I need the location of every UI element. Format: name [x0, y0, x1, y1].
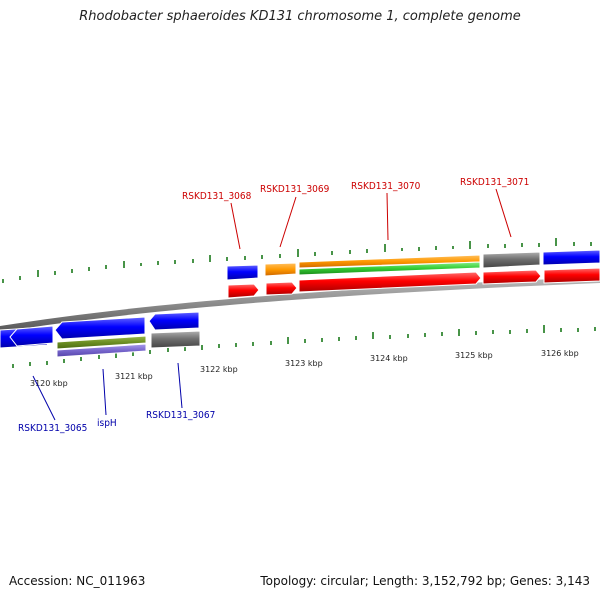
- feature-gene-3070: [298, 271, 482, 293]
- map-title: Rhodobacter sphaeroides KD131 chromosome…: [79, 9, 521, 24]
- reverse-gene-labels: RSKD131_3065 ispH RSKD131_3067: [18, 362, 215, 434]
- scale-label: 3122 kbp: [200, 365, 238, 374]
- feature-cds-3069: [264, 262, 297, 277]
- feature-gene-3068: [227, 283, 260, 299]
- feature-other-3067: [150, 330, 201, 349]
- scale-label: 3126 kbp: [541, 349, 579, 358]
- feature-other-3071: [482, 251, 541, 269]
- gene-label: RSKD131_3071: [460, 177, 529, 188]
- feature-misc-3070: [298, 261, 481, 276]
- scale-label: 3120 kbp: [30, 379, 68, 388]
- forward-features: [226, 249, 600, 299]
- scale-label: 3125 kbp: [455, 351, 493, 360]
- genome-summary-text: Topology: circular; Length: 3,152,792 bp…: [260, 574, 590, 588]
- gene-label: RSKD131_3070: [351, 181, 421, 192]
- gene-label: RSKD131_3065: [18, 423, 87, 434]
- feature-misc-isph: [56, 335, 147, 350]
- feature-cds-3067: [148, 311, 200, 331]
- feature-gene-3069: [265, 281, 298, 296]
- scale-label: 3121 kbp: [115, 372, 153, 381]
- feature-cds-3065-body: [9, 325, 54, 347]
- gene-label: RSKD131_3069: [260, 184, 330, 195]
- feature-misc2-isph: [56, 343, 147, 358]
- scale-label: 3123 kbp: [285, 359, 323, 368]
- feature-gene-next: [543, 267, 600, 284]
- gene-label: RSKD131_3067: [146, 410, 215, 421]
- gene-label: ispH: [97, 418, 117, 429]
- feature-cds-next: [542, 249, 600, 266]
- feature-gene-3071: [482, 269, 542, 285]
- gene-label: RSKD131_3068: [182, 191, 252, 202]
- accession-text: Accession: NC_011963: [9, 574, 146, 588]
- scale-labels: 3120 kbp 3121 kbp 3122 kbp 3123 kbp 3124…: [30, 349, 579, 388]
- reverse-features: [0, 311, 201, 358]
- inner-tick-row: [12, 325, 596, 368]
- scale-label: 3124 kbp: [370, 354, 408, 363]
- genome-backbone: [0, 277, 600, 332]
- outer-tick-row: [2, 238, 592, 283]
- feature-cds-isph: [54, 316, 146, 340]
- feature-cds-3068: [226, 264, 259, 281]
- forward-gene-labels: RSKD131_3068 RSKD131_3069 RSKD131_3070 R…: [182, 177, 529, 250]
